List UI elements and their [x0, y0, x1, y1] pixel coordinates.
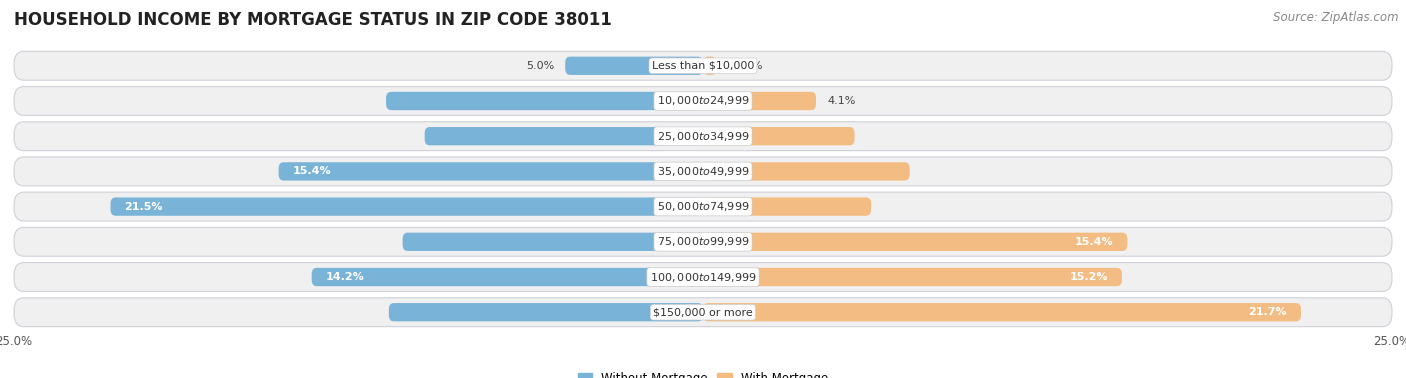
FancyBboxPatch shape: [14, 157, 1392, 186]
FancyBboxPatch shape: [14, 228, 1392, 256]
Text: 15.2%: 15.2%: [1070, 272, 1108, 282]
Text: HOUSEHOLD INCOME BY MORTGAGE STATUS IN ZIP CODE 38011: HOUSEHOLD INCOME BY MORTGAGE STATUS IN Z…: [14, 11, 612, 29]
FancyBboxPatch shape: [14, 51, 1392, 80]
FancyBboxPatch shape: [278, 162, 703, 181]
Text: 4.1%: 4.1%: [827, 96, 855, 106]
Text: 21.7%: 21.7%: [1249, 307, 1288, 317]
FancyBboxPatch shape: [703, 162, 910, 181]
Text: $25,000 to $34,999: $25,000 to $34,999: [657, 130, 749, 143]
Text: $10,000 to $24,999: $10,000 to $24,999: [657, 94, 749, 107]
Text: $75,000 to $99,999: $75,000 to $99,999: [657, 235, 749, 248]
FancyBboxPatch shape: [402, 232, 703, 251]
Text: 10.9%: 10.9%: [654, 237, 689, 247]
FancyBboxPatch shape: [14, 263, 1392, 291]
Text: 11.5%: 11.5%: [654, 96, 689, 106]
FancyBboxPatch shape: [14, 298, 1392, 327]
FancyBboxPatch shape: [387, 92, 703, 110]
Text: $35,000 to $49,999: $35,000 to $49,999: [657, 165, 749, 178]
Text: 10.1%: 10.1%: [654, 131, 689, 141]
FancyBboxPatch shape: [565, 57, 703, 75]
FancyBboxPatch shape: [703, 92, 815, 110]
FancyBboxPatch shape: [14, 87, 1392, 115]
FancyBboxPatch shape: [703, 303, 1301, 321]
Text: 6.1%: 6.1%: [717, 201, 745, 212]
Text: $150,000 or more: $150,000 or more: [654, 307, 752, 317]
Text: $50,000 to $74,999: $50,000 to $74,999: [657, 200, 749, 213]
FancyBboxPatch shape: [703, 127, 855, 146]
FancyBboxPatch shape: [14, 192, 1392, 221]
FancyBboxPatch shape: [703, 232, 1128, 251]
FancyBboxPatch shape: [312, 268, 703, 286]
Text: 5.5%: 5.5%: [717, 131, 745, 141]
Text: $100,000 to $149,999: $100,000 to $149,999: [650, 271, 756, 284]
Text: 21.5%: 21.5%: [124, 201, 163, 212]
FancyBboxPatch shape: [389, 303, 703, 321]
Text: 15.4%: 15.4%: [1076, 237, 1114, 247]
Text: 7.5%: 7.5%: [717, 166, 745, 177]
FancyBboxPatch shape: [703, 57, 717, 75]
Text: Less than $10,000: Less than $10,000: [652, 61, 754, 71]
Text: 14.2%: 14.2%: [325, 272, 364, 282]
FancyBboxPatch shape: [703, 197, 872, 216]
FancyBboxPatch shape: [425, 127, 703, 146]
Text: 0.49%: 0.49%: [727, 61, 763, 71]
Text: 15.4%: 15.4%: [292, 166, 330, 177]
FancyBboxPatch shape: [111, 197, 703, 216]
FancyBboxPatch shape: [703, 268, 1122, 286]
Text: 5.0%: 5.0%: [526, 61, 554, 71]
Legend: Without Mortgage, With Mortgage: Without Mortgage, With Mortgage: [574, 367, 832, 378]
Text: Source: ZipAtlas.com: Source: ZipAtlas.com: [1274, 11, 1399, 24]
FancyBboxPatch shape: [14, 122, 1392, 150]
Text: 11.4%: 11.4%: [654, 307, 689, 317]
